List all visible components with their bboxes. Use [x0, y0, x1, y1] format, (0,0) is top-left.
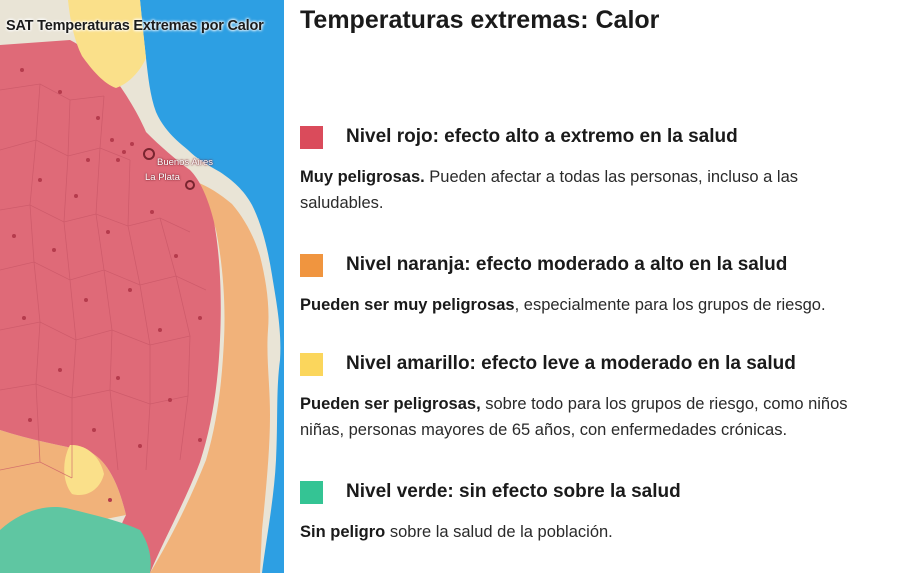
level-red-header: Nivel rojo: efecto alto a extremo en la …	[300, 124, 916, 150]
level-orange-description: Pueden ser muy peligrosas, especialmente…	[300, 292, 916, 318]
buenos-aires-marker[interactable]	[143, 148, 155, 160]
level-orange-label: Nivel naranja: efecto moderado a alto en…	[346, 254, 788, 275]
level-green: Nivel verde: sin efecto sobre la salud S…	[300, 479, 916, 545]
level-green-header: Nivel verde: sin efecto sobre la salud	[300, 479, 916, 505]
level-green-desc-line1: sobre la salud de la población.	[385, 523, 613, 541]
water-area	[140, 0, 284, 573]
level-green-swatch	[300, 480, 323, 504]
legend-panel: Temperaturas extremas: Calor Nivel rojo:…	[284, 0, 916, 573]
orange-zone-coast	[150, 182, 270, 573]
level-yellow-description: Pueden ser peligrosas, sobre todo para l…	[300, 391, 916, 443]
green-zone	[0, 506, 151, 573]
level-red-swatch	[300, 125, 323, 149]
level-red-desc-line2: saludables.	[300, 194, 384, 212]
level-orange: Nivel naranja: efecto moderado a alto en…	[300, 252, 916, 318]
level-orange-desc-line1: , especialmente para los grupos de riesg…	[514, 296, 826, 314]
level-yellow-desc-line2: niñas, personas mayores de 65 años, con …	[300, 421, 788, 439]
level-yellow-desc-bold: Pueden ser peligrosas,	[300, 395, 481, 413]
level-red-desc-line1: Pueden afectar a todas las personas, inc…	[424, 168, 799, 186]
map-canvas[interactable]	[0, 0, 284, 573]
red-zone	[0, 40, 221, 573]
level-green-desc-bold: Sin peligro	[300, 523, 386, 541]
level-red: Nivel rojo: efecto alto a extremo en la …	[300, 124, 916, 216]
yellow-zone	[68, 0, 146, 88]
department-borders	[0, 83, 207, 479]
town-markers	[12, 68, 202, 502]
level-red-desc-bold: Muy peligrosas.	[300, 168, 425, 186]
level-yellow: Nivel amarillo: efecto leve a moderado e…	[300, 351, 916, 443]
level-green-label: Nivel verde: sin efecto sobre la salud	[346, 481, 681, 502]
alert-map[interactable]: SAT Temperaturas Extremas por Calor Buen…	[0, 0, 284, 573]
city-label-la-plata: La Plata	[145, 172, 180, 183]
legend-title: Temperaturas extremas: Calor	[300, 6, 660, 34]
level-yellow-desc-line1: sobre todo para los grupos de riesgo, co…	[480, 395, 848, 413]
level-yellow-header: Nivel amarillo: efecto leve a moderado e…	[300, 351, 916, 377]
yellow-zone-south	[64, 444, 104, 496]
city-label-buenos-aires: Buenos Aires	[157, 157, 213, 168]
level-yellow-swatch	[300, 352, 323, 376]
level-orange-desc-bold: Pueden ser muy peligrosas	[300, 296, 515, 314]
level-green-description: Sin peligro sobre la salud de la poblaci…	[300, 519, 916, 545]
level-red-label: Nivel rojo: efecto alto a extremo en la …	[346, 126, 738, 147]
la-plata-marker[interactable]	[185, 180, 195, 190]
level-orange-swatch	[300, 253, 323, 277]
map-title: SAT Temperaturas Extremas por Calor	[6, 18, 264, 34]
level-orange-header: Nivel naranja: efecto moderado a alto en…	[300, 252, 916, 278]
level-red-description: Muy peligrosas. Pueden afectar a todas l…	[300, 164, 916, 216]
level-yellow-label: Nivel amarillo: efecto leve a moderado e…	[346, 353, 796, 374]
